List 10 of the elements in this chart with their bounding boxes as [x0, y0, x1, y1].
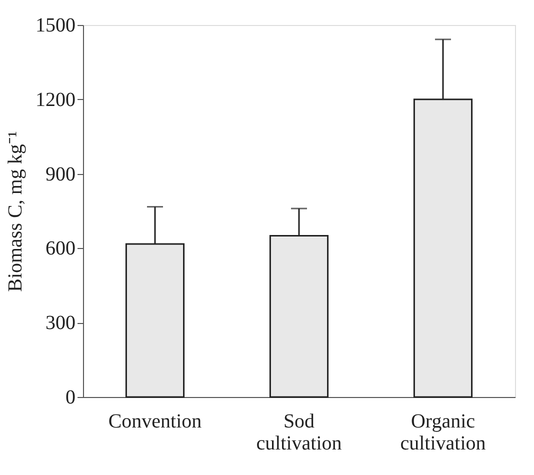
y-axis-title: Biomass C, mg kg⁻¹	[4, 131, 26, 292]
x-tick-label: Convention	[108, 410, 202, 432]
y-tick-label: 1500	[36, 14, 76, 36]
y-tick-label: 0	[66, 386, 76, 408]
y-tick-label: 300	[46, 312, 76, 334]
x-tick-label: Sod cultivation	[256, 410, 342, 454]
y-tick-label: 600	[46, 238, 76, 260]
x-tick-label: Organic cultivation	[400, 410, 486, 454]
y-tick-label: 1200	[36, 88, 76, 111]
y-tick-label: 900	[46, 163, 76, 186]
